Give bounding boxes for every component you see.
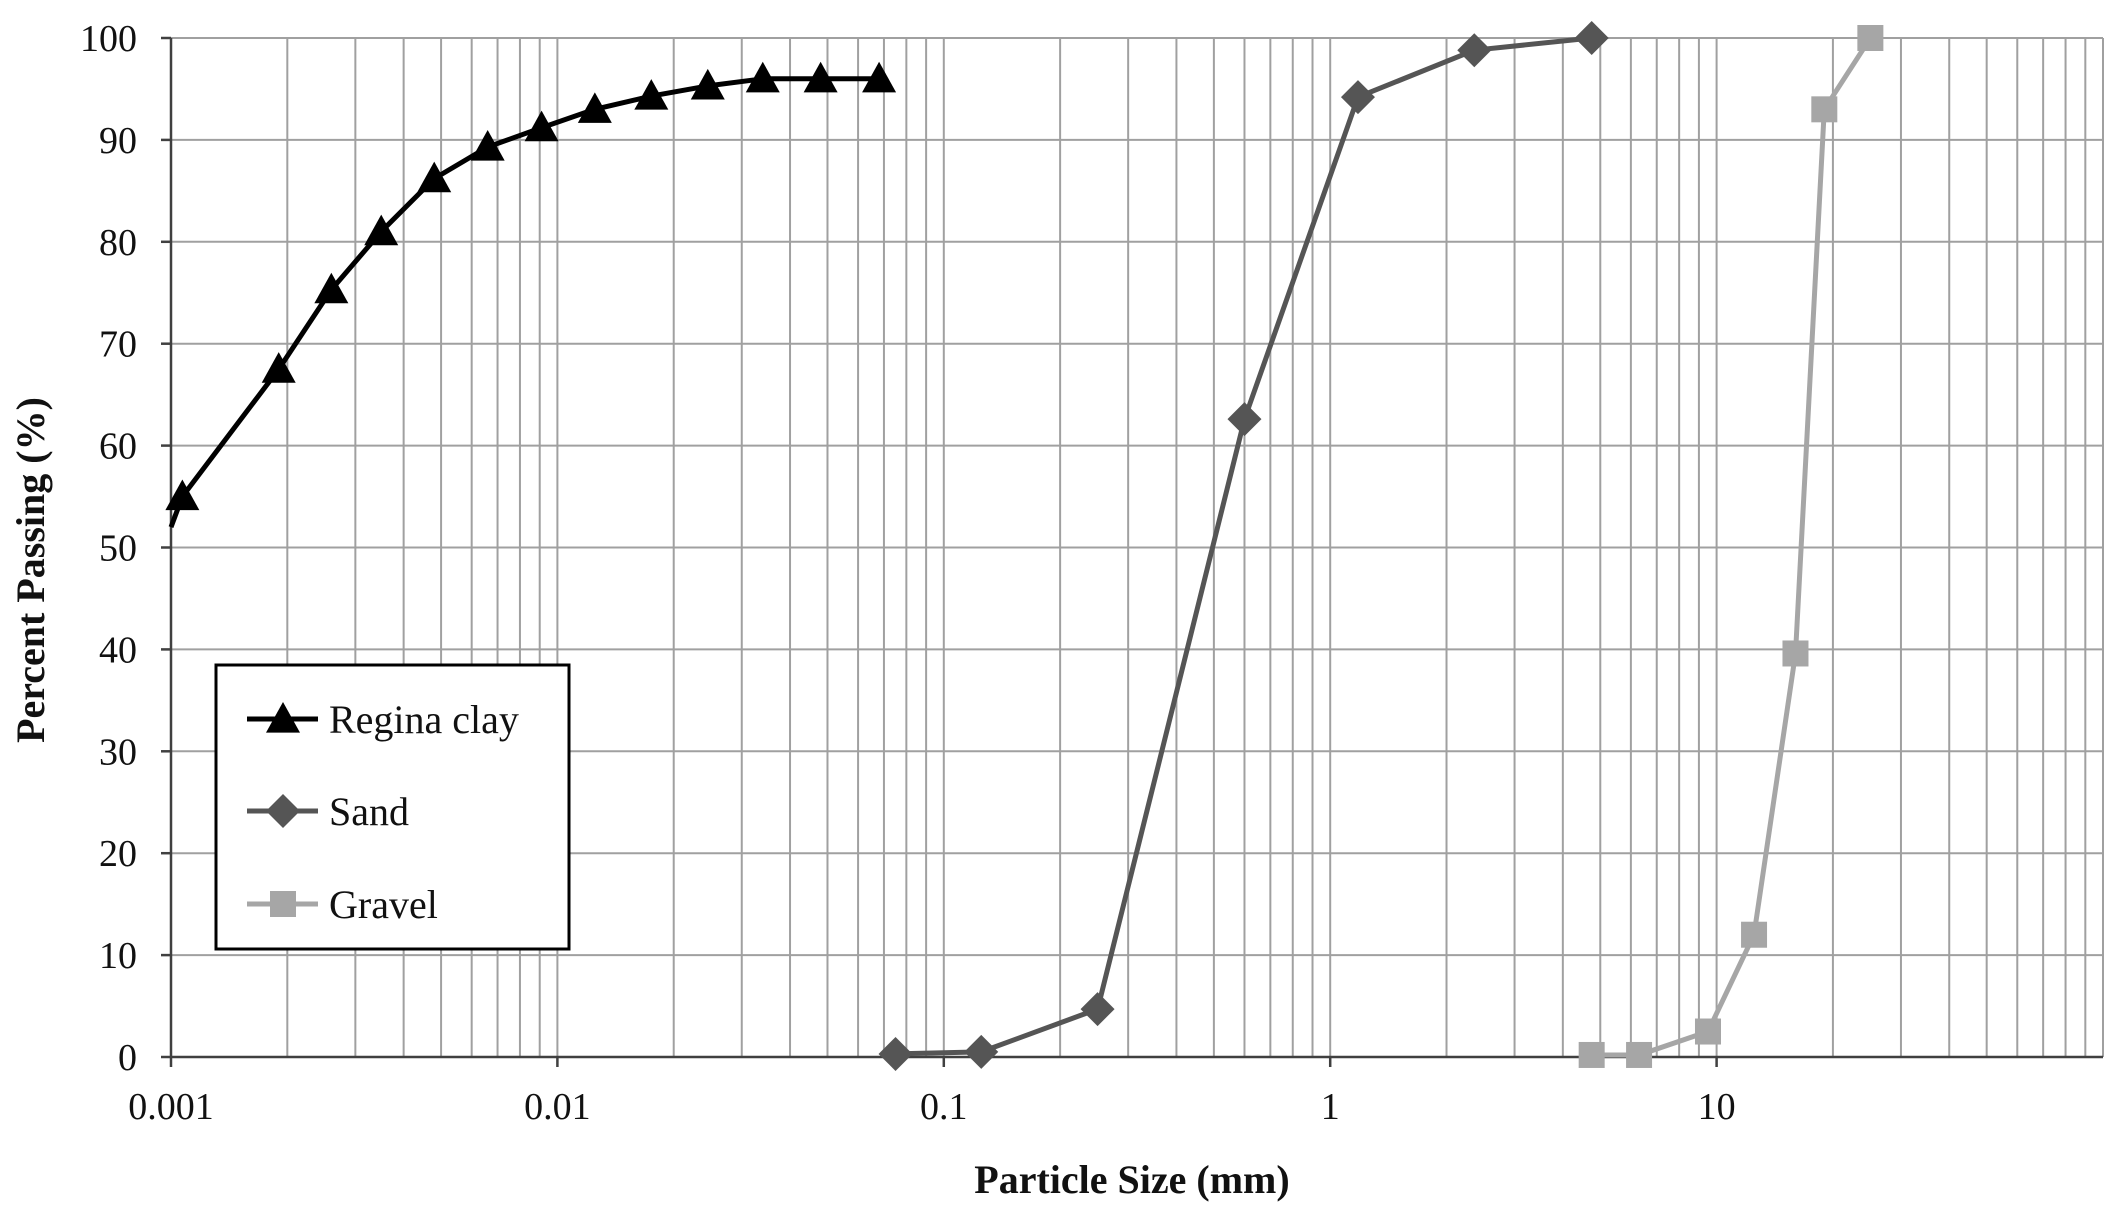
data-point-regina-clay: [314, 272, 349, 304]
series-sand: [878, 21, 1609, 1071]
y-tick-label: 90: [99, 120, 137, 162]
x-tick-label: 0.1: [920, 1086, 968, 1128]
data-point-sand: [1457, 33, 1492, 68]
y-tick-label: 100: [80, 18, 137, 60]
data-point-gravel: [1782, 640, 1809, 667]
y-tick-label: 10: [99, 935, 137, 977]
data-point-regina-clay: [862, 61, 897, 93]
x-tick-label: 0.01: [524, 1086, 591, 1128]
data-point-regina-clay: [165, 479, 200, 511]
data-point-regina-clay: [364, 214, 399, 246]
y-tick-label: 30: [99, 731, 137, 773]
data-point-gravel: [1811, 96, 1838, 123]
tick-labels: 0 10 20 30 40 50 60 70 80 90 100 0.001 0.01 0.1 1 10: [80, 18, 1736, 1128]
y-tick-label: 20: [99, 833, 137, 875]
y-tick-label: 70: [99, 324, 137, 366]
legend-label-gravel: Gravel: [329, 882, 438, 927]
legend-label-regina-clay: Regina clay: [329, 697, 519, 742]
y-tick-label: 40: [99, 629, 137, 671]
x-tick-label: 1: [1321, 1086, 1340, 1128]
x-axis-title: Particle Size (mm): [974, 1157, 1289, 1202]
data-point-gravel: [1578, 1041, 1605, 1068]
y-tick-label: 50: [99, 528, 137, 570]
y-tick-label: 60: [99, 426, 137, 468]
data-point-regina-clay: [577, 92, 612, 123]
data-point-sand: [878, 1036, 913, 1071]
y-tick-label: 0: [118, 1037, 137, 1079]
data-point-regina-clay: [745, 61, 780, 93]
data-point-regina-clay: [634, 79, 669, 110]
axes: [161, 36, 2103, 1067]
x-tick-label: 0.001: [128, 1086, 214, 1128]
legend-marker-regina-clay: [266, 702, 300, 733]
data-point-regina-clay: [470, 130, 505, 161]
data-point-sand: [1574, 21, 1609, 55]
x-tick-label: 10: [1698, 1086, 1736, 1128]
data-point-gravel: [1741, 921, 1768, 948]
y-tick-label: 80: [99, 222, 137, 264]
legend-label-sand: Sand: [329, 789, 409, 834]
data-point-regina-clay: [417, 161, 452, 193]
series-layer: [165, 21, 1884, 1071]
data-point-sand: [1080, 992, 1115, 1027]
legend: Regina clay Sand Gravel: [214, 663, 571, 951]
data-point-gravel: [1857, 25, 1884, 51]
data-point-sand: [964, 1034, 999, 1069]
data-point-regina-clay: [524, 110, 559, 142]
legend-marker-gravel: [270, 891, 296, 917]
data-point-sand: [1227, 402, 1262, 437]
y-axis-title: Percent Passing (%): [8, 397, 53, 743]
data-point-gravel: [1694, 1018, 1721, 1045]
data-point-sand: [1340, 80, 1375, 115]
legend-marker-sand: [266, 794, 300, 828]
data-point-regina-clay: [690, 68, 725, 100]
series-gravel: [1578, 25, 1884, 1068]
data-point-regina-clay: [803, 61, 838, 93]
series-regina-clay: [165, 61, 897, 528]
data-point-gravel: [1626, 1041, 1653, 1068]
data-point-regina-clay: [261, 352, 296, 383]
